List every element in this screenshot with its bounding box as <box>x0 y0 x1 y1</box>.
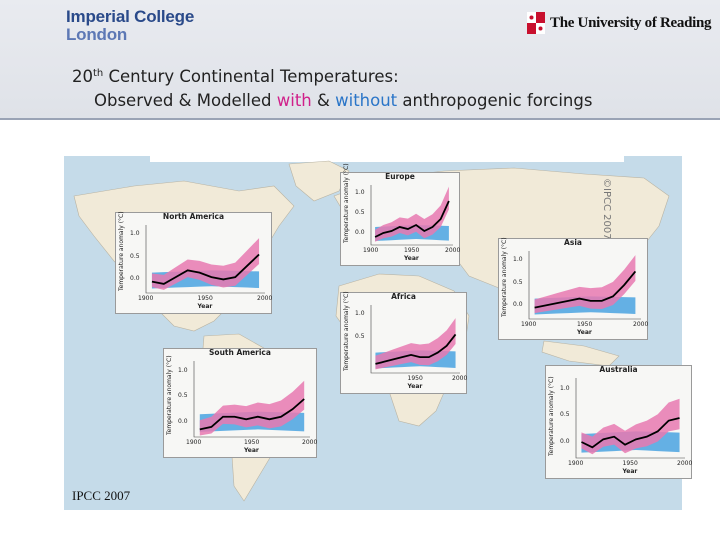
y-tick-label: 0.5 <box>178 392 188 400</box>
panel-europe: Europe 0.0 0.5 1.0 1900 1950 2000 Year Temperatu… <box>340 163 461 266</box>
x-tick-label: 1900 <box>138 295 154 302</box>
y-axis-label: Temperature anomaly (°C) <box>166 355 173 435</box>
y-tick-label: 1.0 <box>355 189 365 196</box>
university-of-reading-logo: The University of Reading <box>527 12 712 34</box>
logo-line-2: London <box>66 25 128 44</box>
y-axis-label: Temperature anomaly (°C) <box>343 291 350 371</box>
panel-title: North America <box>162 212 225 221</box>
panel-title: Asia <box>564 238 582 247</box>
panel-australia: Australia 0.0 0.5 1.0 1900 1950 2000 Year Temper… <box>545 365 692 479</box>
y-tick-label: 0.5 <box>130 252 140 260</box>
y-tick-label: 1.0 <box>355 310 365 318</box>
x-tick-label: 1950 <box>622 460 638 467</box>
panel-title: Australia <box>599 365 638 374</box>
x-tick-label: 2000 <box>633 321 649 328</box>
panel-plot <box>370 185 453 246</box>
observed-series-line <box>151 253 260 285</box>
y-axis-label: Temperature anomaly (°C) <box>118 211 125 291</box>
panel-axes <box>193 361 310 438</box>
y-tick-label: 1.0 <box>513 256 523 264</box>
x-tick-label: 2000 <box>452 375 468 382</box>
university-name: The University of Reading <box>550 14 712 31</box>
y-tick-label: 1.0 <box>130 230 140 238</box>
slide-header: Imperial College London The University o… <box>0 0 720 120</box>
with-forcing-band <box>534 255 636 314</box>
x-axis-label: Year <box>622 468 638 475</box>
panel-title: South America <box>209 348 271 357</box>
panel-axes <box>370 185 453 246</box>
panel-title: Europe <box>385 172 415 181</box>
panel-axes <box>575 378 685 459</box>
credit-label: IPCC 2007 <box>72 488 131 503</box>
x-tick-label: 2000 <box>302 439 318 446</box>
x-tick-label: 1900 <box>568 460 584 467</box>
observed-series-line <box>199 398 305 431</box>
panel-north-america: North America 0.0 0.5 1.0 1900 1950 2000 Year Te… <box>115 211 273 314</box>
y-axis-label: Temperature anomaly (°C) <box>343 163 350 243</box>
y-tick-label: 1.0 <box>560 384 570 392</box>
title-with: with <box>276 91 312 110</box>
title-line-2-end: anthropogenic forcings <box>397 91 593 110</box>
x-tick-label: 1950 <box>577 321 593 328</box>
y-tick-label: 0.0 <box>513 301 523 309</box>
x-tick-label: 2000 <box>677 460 693 467</box>
title-without: without <box>335 91 398 110</box>
panel-axes <box>145 225 265 294</box>
observed-series-line <box>374 200 450 238</box>
slide-title: 20th Century Continental Temperatures: O… <box>72 62 592 113</box>
panel-title: Africa <box>391 292 416 301</box>
y-axis-label: Temperature anomaly (°C) <box>501 237 508 317</box>
x-axis-label: Year <box>404 255 419 262</box>
title-number: 20 <box>72 67 93 86</box>
panel-plot <box>370 305 460 374</box>
observed-series-line <box>534 270 637 309</box>
x-axis-label: Year <box>407 383 423 390</box>
title-line-1: Century Continental Temperatures: <box>103 67 399 86</box>
x-tick-label: 1950 <box>407 375 423 382</box>
panel-plot <box>193 361 310 438</box>
x-axis-label: Year <box>577 329 592 336</box>
observed-series-line <box>581 417 680 449</box>
title-superscript: th <box>93 68 104 79</box>
reading-crest-icon <box>527 12 545 34</box>
y-tick-label: 1.0 <box>178 367 188 375</box>
panel-asia: Asia 0.0 0.5 1.0 1900 1950 2000 Year Temperature… <box>498 237 649 340</box>
title-ampersand: & <box>311 91 336 110</box>
x-axis-label: Year <box>244 447 259 454</box>
panel-axes <box>370 305 460 374</box>
panel-africa: Africa 0.5 1.0 1950 2000 Year Temperature anom… <box>340 291 468 394</box>
x-tick-label: 1950 <box>244 439 260 446</box>
with-forcing-band <box>375 318 456 370</box>
y-tick-label: 0.0 <box>560 438 570 445</box>
x-tick-label: 1900 <box>186 439 202 446</box>
greenland-land <box>288 160 350 202</box>
y-tick-label: 0.0 <box>130 275 140 283</box>
x-tick-label: 1950 <box>404 247 420 254</box>
y-axis-label: Temperature anomaly (°C) <box>548 376 555 456</box>
y-tick-label: 0.5 <box>513 278 523 286</box>
title-line-2-start: Observed & Modelled <box>94 91 277 110</box>
with-forcing-band <box>581 398 680 455</box>
x-tick-label: 2000 <box>445 247 461 254</box>
panel-axes <box>528 251 641 320</box>
x-tick-label: 1900 <box>521 321 537 328</box>
y-tick-label: 0.0 <box>178 417 188 425</box>
with-forcing-band <box>199 380 305 436</box>
panel-plot <box>528 251 641 320</box>
x-tick-label: 1900 <box>363 247 379 254</box>
panel-plot <box>145 225 265 294</box>
y-tick-label: 0.5 <box>560 411 570 419</box>
x-axis-label: Year <box>197 303 213 310</box>
x-tick-label: 1950 <box>197 295 213 302</box>
logo-line-1: Imperial College <box>66 7 195 26</box>
panel-south-america: South America 0.0 0.5 1.0 1900 1950 2000 Year Te… <box>163 348 317 458</box>
y-tick-label: 0.5 <box>355 209 365 216</box>
y-tick-label: 0.5 <box>355 332 365 340</box>
x-tick-label: 2000 <box>257 295 273 302</box>
observed-series-line <box>375 333 457 365</box>
y-tick-label: 0.0 <box>355 229 365 236</box>
imperial-college-logo: Imperial College London <box>66 8 194 44</box>
panel-plot <box>575 378 685 459</box>
